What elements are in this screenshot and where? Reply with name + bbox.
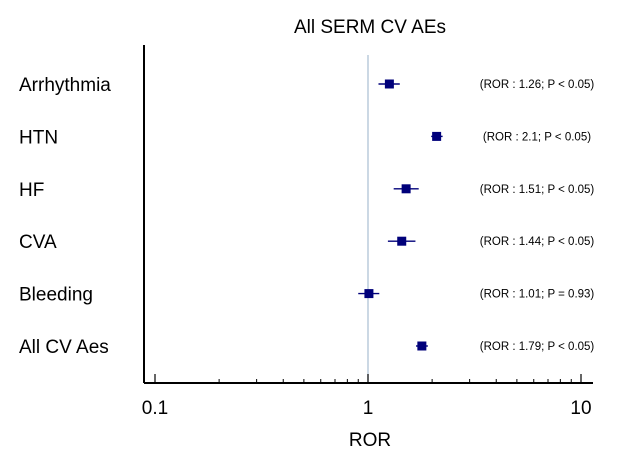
ror-annotation: (ROR : 2.1; P < 0.05) [483,131,591,143]
ror-annotation: (ROR : 1.01; P = 0.93) [480,289,595,301]
point-estimate-marker [432,131,442,141]
ror-annotation: (ROR : 1.44; P < 0.05) [480,236,595,248]
category-label: All CV Aes [19,337,109,358]
point-estimate-marker [364,289,374,299]
plot-area: 0.1 1 10 Arrhythmia (ROR : 1.26; P < 0.05) HT… [19,45,594,419]
point-estimate-marker [417,341,427,351]
point-estimate-marker [397,236,407,246]
ror-annotation: (ROR : 1.51; P < 0.05) [480,184,595,196]
category-label: Bleeding [19,285,93,306]
x-tick-label: 0.1 [142,398,168,419]
chart-title: All SERM CV AEs [294,17,446,38]
category-label: Arrhythmia [19,75,111,96]
point-estimate-marker [401,184,411,194]
category-label: CVA [19,232,57,253]
category-label: HF [19,180,44,201]
ror-annotation: (ROR : 1.26; P < 0.05) [480,79,595,91]
category-label: HTN [19,127,58,148]
x-tick-label: 1 [363,398,374,419]
x-axis-title: ROR [349,430,391,451]
x-tick-label: 10 [570,398,591,419]
point-estimate-marker [384,79,394,89]
ror-annotation: (ROR : 1.79; P < 0.05) [480,341,595,353]
